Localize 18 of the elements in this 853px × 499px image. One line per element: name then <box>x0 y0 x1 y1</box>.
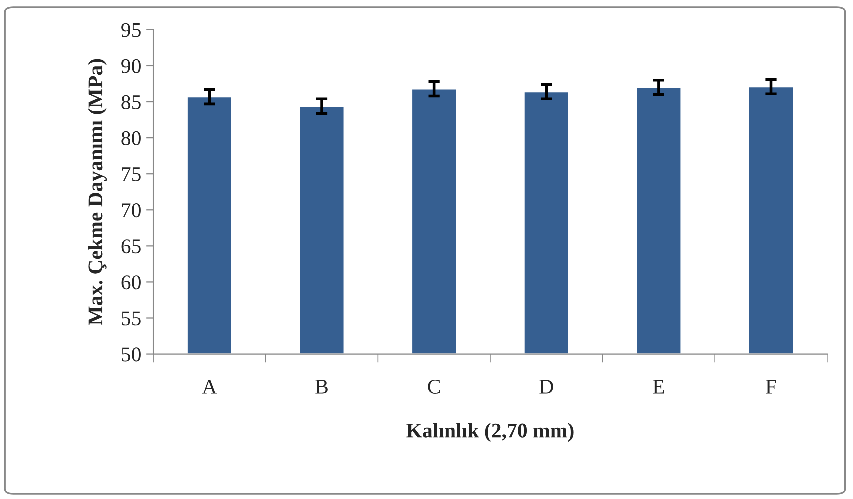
y-tick-label: 95 <box>122 23 141 38</box>
x-tick-label: B <box>316 380 328 394</box>
y-axis-title: Max. Çekme Dayanımı (MPa) <box>88 59 108 326</box>
y-tick-label: 70 <box>122 204 141 218</box>
x-tick-label: D <box>540 380 554 394</box>
y-tick-label: 90 <box>122 59 141 74</box>
y-tick-label: 55 <box>122 312 141 326</box>
x-tick-label: C <box>428 380 440 394</box>
x-axis-title: Kalınlık (2,70 mm) <box>406 423 574 442</box>
y-tick-label: 65 <box>122 240 141 254</box>
y-tick-label: 50 <box>122 348 141 362</box>
y-tick-label: 80 <box>122 131 141 146</box>
x-tick-label: F <box>766 380 776 394</box>
x-tick-label: A <box>202 380 218 394</box>
y-tick-label: 85 <box>122 95 141 110</box>
y-tick-label: 75 <box>122 168 141 182</box>
y-tick-label: 60 <box>122 276 141 290</box>
x-tick-label: E <box>653 380 664 394</box>
